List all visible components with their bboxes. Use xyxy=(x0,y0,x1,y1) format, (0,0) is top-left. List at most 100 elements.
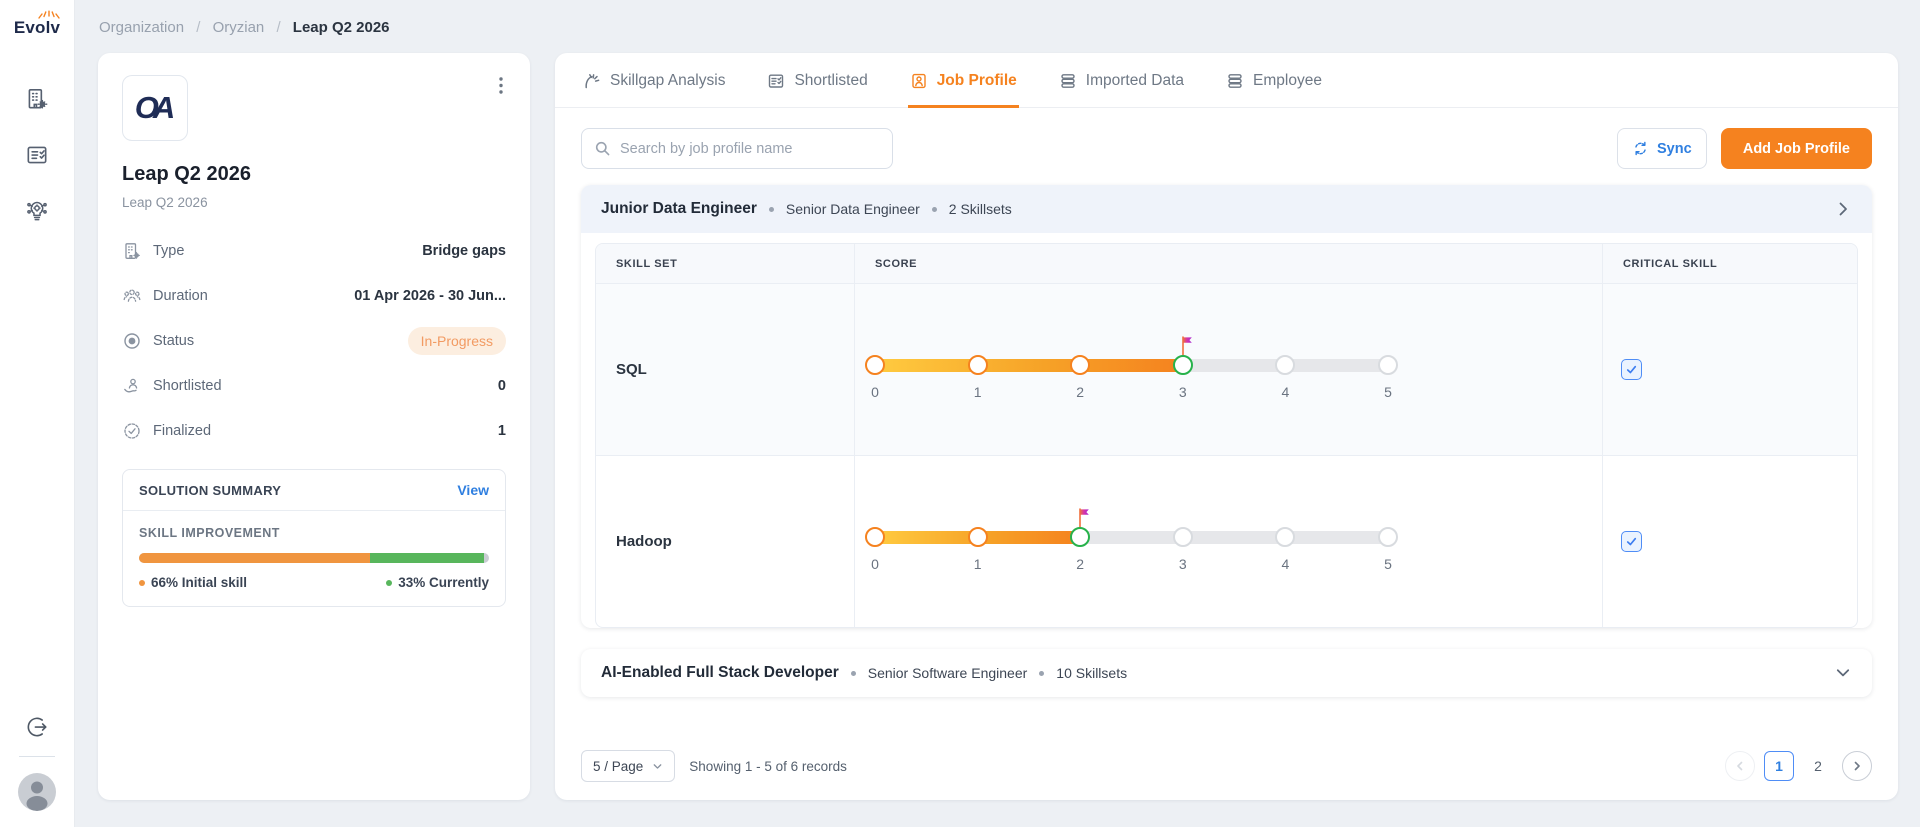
solution-summary-title: SOLUTION SUMMARY xyxy=(139,482,282,498)
scale-label: 0 xyxy=(871,383,879,400)
detail-label: Status xyxy=(153,332,195,349)
detail-value: Bridge gaps xyxy=(422,242,506,259)
org-building-icon[interactable] xyxy=(24,86,50,112)
score-dot-4[interactable] xyxy=(1275,354,1296,375)
view-link[interactable]: View xyxy=(457,482,489,498)
skillsets-count: 10 Skillsets xyxy=(1056,665,1128,681)
scale-label: 4 xyxy=(1281,383,1290,400)
tab-skillgap-analysis[interactable]: Skillgap Analysis xyxy=(581,53,727,108)
tab-label: Imported Data xyxy=(1085,72,1185,89)
scale-label: 3 xyxy=(1178,555,1187,572)
critical-cell xyxy=(1602,284,1857,455)
records-summary: Showing 1 - 5 of 6 records xyxy=(689,758,847,774)
score-cell: 0 1 2 3 4 5 xyxy=(854,456,1602,627)
solution-summary-header: SOLUTION SUMMARY View xyxy=(123,470,505,511)
project-logo-monogram: OA xyxy=(134,90,175,125)
score-dot-5[interactable] xyxy=(1378,354,1398,375)
score-dot-0[interactable] xyxy=(865,354,885,375)
scale-label: 5 xyxy=(1384,555,1392,572)
tab-imported-data[interactable]: Imported Data xyxy=(1057,53,1186,108)
column-header-skill-set: SKILL SET xyxy=(616,258,678,270)
detail-value: 0 xyxy=(497,377,506,394)
tab-shortlisted[interactable]: Shortlisted xyxy=(765,53,869,108)
search-box[interactable] xyxy=(581,128,893,169)
score-slider[interactable]: 0 1 2 3 4 5 xyxy=(865,507,1398,575)
skillsets-count: 2 Skillsets xyxy=(948,201,1012,217)
brand-name: Evolv xyxy=(13,18,61,37)
project-subtitle: Leap Q2 2026 xyxy=(122,195,208,210)
critical-skill-checkbox[interactable] xyxy=(1621,531,1642,552)
breadcrumb-item-current: Leap Q2 2026 xyxy=(292,19,390,36)
detail-row-duration: Duration 01 Apr 2026 - 30 Jun... xyxy=(122,273,506,318)
solution-summary-box: SOLUTION SUMMARY View SKILL IMPROVEMENT xyxy=(122,469,506,607)
slider-track xyxy=(875,530,1388,544)
score-dot-3[interactable] xyxy=(1172,354,1193,375)
slider-fill xyxy=(875,358,1183,372)
scale-label: 1 xyxy=(973,383,982,400)
sync-button-label: Sync xyxy=(1657,140,1692,157)
prev-page-button[interactable] xyxy=(1725,751,1755,781)
tab-employee[interactable]: Employee xyxy=(1224,53,1324,108)
page-button-2[interactable]: 2 xyxy=(1814,758,1822,774)
detail-row-status: Status In-Progress xyxy=(122,318,506,363)
page-button-1[interactable]: 1 xyxy=(1764,751,1794,781)
sync-icon xyxy=(1632,140,1649,157)
next-page-button[interactable] xyxy=(1842,751,1872,781)
page-size-value: 5 / Page xyxy=(593,758,644,774)
sync-button[interactable]: Sync xyxy=(1616,128,1707,169)
breadcrumb-item-oryzian[interactable]: Oryzian xyxy=(212,19,265,36)
initial-skill-dot xyxy=(139,579,145,586)
score-cell: 0 1 2 3 4 5 xyxy=(854,284,1602,455)
detail-label: Duration xyxy=(153,287,208,304)
mapped-profile-name: Senior Data Engineer xyxy=(785,201,920,217)
job-profile-header[interactable]: Junior Data Engineer Senior Data Enginee… xyxy=(581,185,1872,233)
critical-skill-checkbox[interactable] xyxy=(1621,359,1642,380)
tab-job-profile[interactable]: Job Profile xyxy=(907,53,1019,108)
main-area: Organization / Oryzian / Leap Q2 2026 OA… xyxy=(75,0,1920,827)
finalized-rosette-icon xyxy=(122,421,142,441)
user-avatar[interactable] xyxy=(18,773,56,811)
detail-row-shortlisted: Shortlisted 0 xyxy=(122,363,506,408)
current-skill-segment xyxy=(370,553,484,563)
score-dot-1[interactable] xyxy=(967,354,988,375)
score-dot-3[interactable] xyxy=(1172,526,1193,547)
breadcrumb-item-organization[interactable]: Organization xyxy=(99,19,185,36)
project-card: OA Leap Q2 2026 Leap Q2 2026 Type Bridge … xyxy=(98,53,530,800)
skillgap-icon xyxy=(583,72,601,90)
mapped-profile-name: Senior Software Engineer xyxy=(867,665,1028,681)
logout-icon[interactable] xyxy=(24,714,50,740)
score-dot-0[interactable] xyxy=(865,526,885,547)
job-profile-item-collapsed: AI-Enabled Full Stack Developer Senior S… xyxy=(581,649,1872,697)
detail-label: Shortlisted xyxy=(153,377,222,394)
breadcrumb-separator: / xyxy=(196,19,201,36)
ai-solutions-icon[interactable] xyxy=(24,198,50,224)
score-dot-5[interactable] xyxy=(1378,526,1398,547)
score-dot-2[interactable] xyxy=(1070,526,1091,547)
checklist-icon[interactable] xyxy=(24,142,50,168)
current-skill-label: 33% Currently xyxy=(398,575,489,590)
tabs: Skillgap Analysis Shortlisted Job Profile I… xyxy=(555,53,1898,108)
breadcrumb: Organization / Oryzian / Leap Q2 2026 xyxy=(99,19,1898,36)
chevron-right-icon[interactable] xyxy=(1834,200,1852,218)
type-building-icon xyxy=(122,241,142,261)
job-profile-header[interactable]: AI-Enabled Full Stack Developer Senior S… xyxy=(581,649,1872,697)
score-dot-1[interactable] xyxy=(967,526,988,547)
score-slider[interactable]: 0 1 2 3 4 5 xyxy=(865,335,1398,403)
add-job-profile-button[interactable]: Add Job Profile xyxy=(1720,128,1872,169)
job-profile-name: AI-Enabled Full Stack Developer xyxy=(601,664,839,681)
scale-label: 0 xyxy=(871,555,879,572)
score-dot-2[interactable] xyxy=(1070,354,1091,375)
page-size-select[interactable]: 5 / Page xyxy=(581,750,676,782)
skill-row-hadoop: Hadoop 0 1 2 3 4 5 xyxy=(596,455,1857,627)
search-input[interactable] xyxy=(620,140,880,157)
brand-logo[interactable]: Evolv xyxy=(13,10,61,38)
shortlist-board-icon xyxy=(767,72,785,90)
initial-skill-label: 66% Initial skill xyxy=(151,575,248,590)
score-dot-4[interactable] xyxy=(1275,526,1296,547)
bullet-separator xyxy=(1039,670,1045,676)
current-skill-legend: 33% Currently xyxy=(386,575,489,590)
chevron-down-icon[interactable] xyxy=(1834,664,1852,682)
kebab-menu-icon[interactable] xyxy=(492,75,510,97)
